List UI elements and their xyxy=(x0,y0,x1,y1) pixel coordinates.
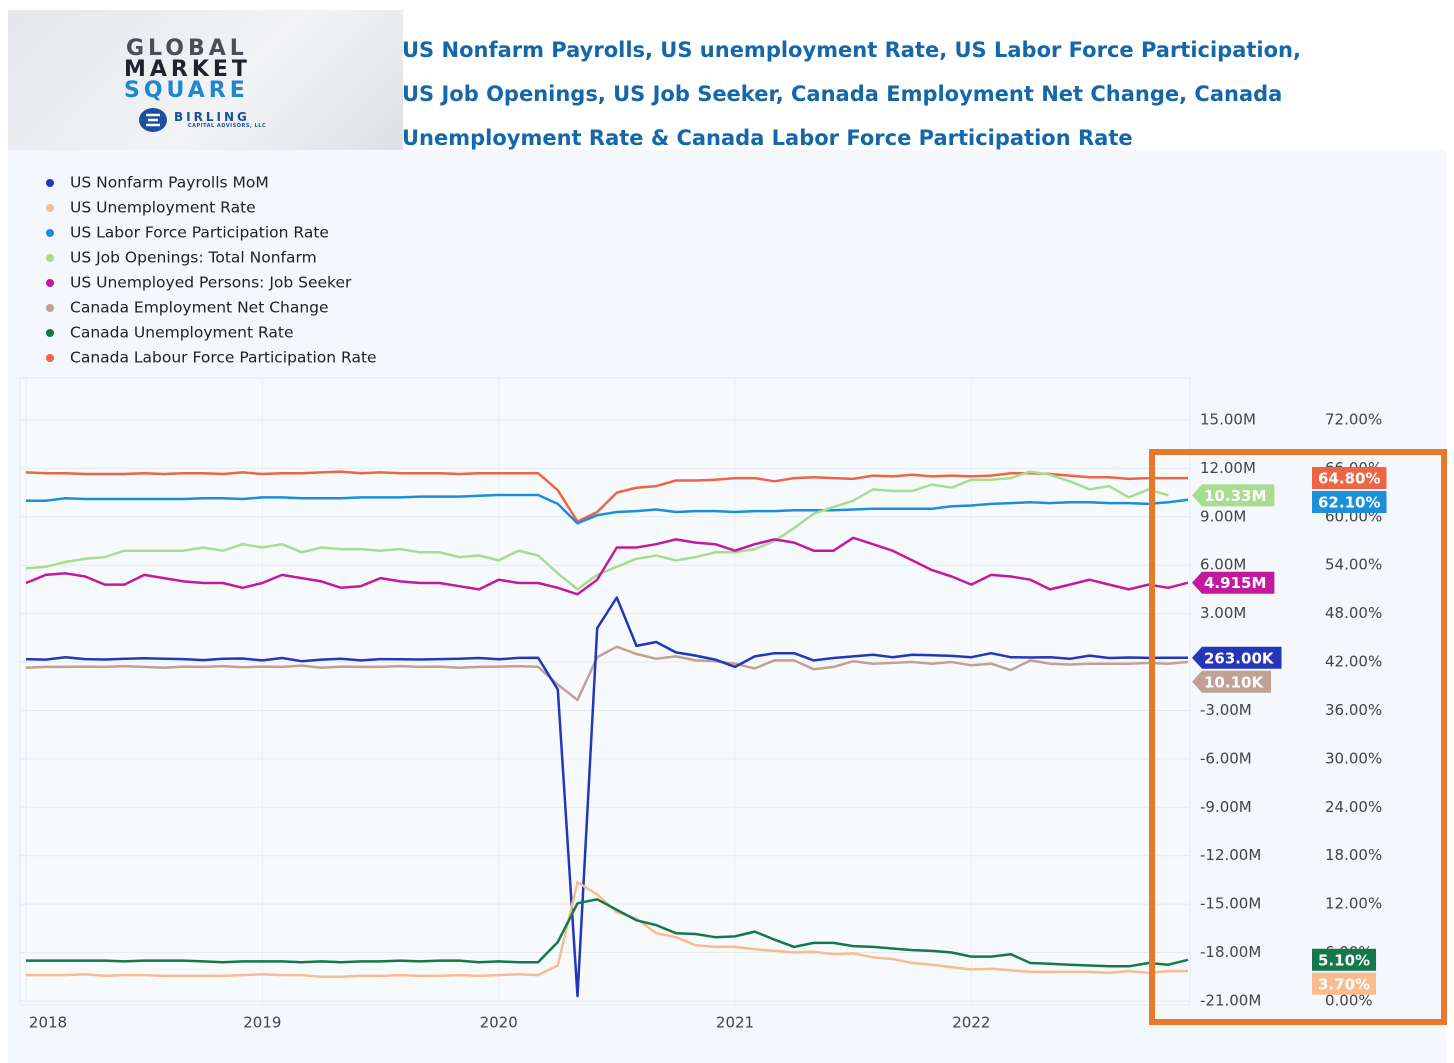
chart: 15.00M12.00M9.00M6.00M3.00M0.00M-3.00M-6… xyxy=(0,0,1454,1063)
value-tag: 10.10K xyxy=(1192,671,1271,693)
x-tick-label: 2018 xyxy=(29,1014,67,1032)
x-tick-label: 2022 xyxy=(952,1014,990,1032)
y2-tick-label: 42.00% xyxy=(1325,653,1382,671)
y2-tick-label: 12.00% xyxy=(1325,895,1382,913)
value-tag: 4.915M xyxy=(1192,572,1274,594)
y-tick-label: 3.00M xyxy=(1200,604,1246,622)
value-label: 4.915M xyxy=(1204,574,1266,592)
value-label: 3.70% xyxy=(1318,975,1370,993)
legend-marker xyxy=(46,279,54,287)
y-tick-label: 15.00M xyxy=(1200,410,1256,428)
legend-label: Canada Employment Net Change xyxy=(70,299,329,317)
value-label: 64.80% xyxy=(1318,470,1380,488)
legend-label: US Unemployed Persons: Job Seeker xyxy=(70,274,352,292)
value-label: 10.10K xyxy=(1204,673,1264,691)
legend-label: US Job Openings: Total Nonfarm xyxy=(70,249,317,267)
y-tick-label: 9.00M xyxy=(1200,507,1246,525)
legend-marker xyxy=(46,229,54,237)
y-tick-label: -9.00M xyxy=(1200,798,1252,816)
y2-tick-label: 24.00% xyxy=(1325,798,1382,816)
x-tick-label: 2019 xyxy=(243,1014,281,1032)
value-label: 62.10% xyxy=(1318,494,1380,512)
value-label: 10.33M xyxy=(1204,487,1266,505)
value-tag: 5.10% xyxy=(1312,949,1376,971)
value-tag: 263.00K xyxy=(1192,647,1282,669)
value-label: 5.10% xyxy=(1318,951,1370,969)
legend-marker xyxy=(46,254,54,262)
y-tick-label: -18.00M xyxy=(1200,943,1261,961)
legend-label: Canada Labour Force Participation Rate xyxy=(70,349,377,367)
y2-tick-label: 54.00% xyxy=(1325,556,1382,574)
y2-tick-label: 30.00% xyxy=(1325,749,1382,767)
legend-marker xyxy=(46,179,54,187)
y-tick-label: 12.00M xyxy=(1200,459,1256,477)
y-tick-label: -15.00M xyxy=(1200,895,1261,913)
y2-tick-label: 48.00% xyxy=(1325,604,1382,622)
y-tick-label: -6.00M xyxy=(1200,749,1252,767)
x-tick-label: 2021 xyxy=(716,1014,754,1032)
legend-marker xyxy=(46,354,54,362)
page: GLOBAL MARKET SQUARE BIRLING CAPITAL ADV… xyxy=(0,0,1454,1063)
y2-tick-label: 72.00% xyxy=(1325,410,1382,428)
y2-tick-label: 18.00% xyxy=(1325,846,1382,864)
y2-tick-label: 36.00% xyxy=(1325,701,1382,719)
y-tick-label: 6.00M xyxy=(1200,556,1246,574)
y-tick-label: -3.00M xyxy=(1200,701,1252,719)
value-tag: 10.33M xyxy=(1192,484,1274,506)
legend-marker xyxy=(46,329,54,337)
y-tick-label: -21.00M xyxy=(1200,991,1261,1009)
x-tick-label: 2020 xyxy=(480,1014,518,1032)
value-tag: 3.70% xyxy=(1312,973,1376,995)
legend-marker xyxy=(46,304,54,312)
value-label: 263.00K xyxy=(1204,649,1275,667)
legend-label: Canada Unemployment Rate xyxy=(70,324,294,342)
legend-label: US Nonfarm Payrolls MoM xyxy=(70,174,269,192)
legend-marker xyxy=(46,204,54,212)
legend-label: US Labor Force Participation Rate xyxy=(70,224,329,242)
value-tag: 64.80% xyxy=(1312,467,1386,489)
y-tick-label: -12.00M xyxy=(1200,846,1261,864)
value-tag: 62.10% xyxy=(1312,491,1386,513)
legend-label: US Unemployment Rate xyxy=(70,199,256,217)
